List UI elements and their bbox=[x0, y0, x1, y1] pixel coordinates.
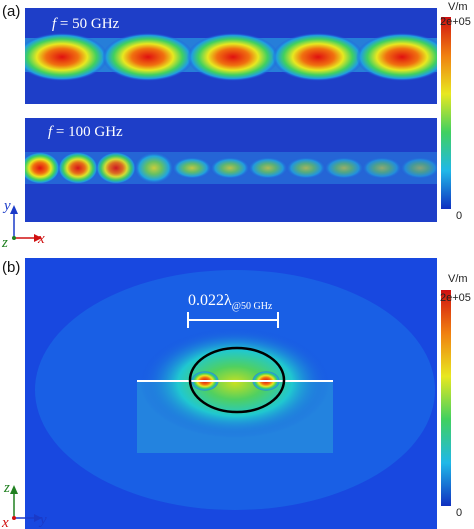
colorbar-unit: V/m bbox=[448, 1, 468, 13]
panel-label: (b) bbox=[2, 259, 20, 276]
colorbar-unit: V/m bbox=[448, 273, 468, 285]
text: y bbox=[2, 198, 11, 214]
axis-triad: y x z bbox=[1, 198, 45, 251]
text: z bbox=[1, 235, 8, 251]
colorbar-max: 2e+05 bbox=[440, 292, 471, 304]
text: x bbox=[37, 231, 45, 247]
field-plot-50 bbox=[25, 8, 437, 104]
frequency-label: f = 100 GHz bbox=[48, 124, 123, 140]
colorbar-min: 0 bbox=[456, 210, 462, 222]
colorbar-min: 0 bbox=[456, 507, 462, 519]
field-plot-b bbox=[25, 258, 437, 529]
text: f bbox=[48, 124, 54, 140]
text: x bbox=[1, 515, 9, 529]
panel-label: (a) bbox=[2, 3, 20, 20]
text: @50 GHz bbox=[232, 301, 273, 312]
text: = 100 GHz bbox=[56, 124, 123, 140]
text: f bbox=[52, 16, 58, 32]
text: z bbox=[3, 480, 10, 496]
text: 0.022λ bbox=[188, 292, 232, 309]
frequency-label: f = 50 GHz bbox=[52, 16, 120, 32]
text: = 50 GHz bbox=[60, 16, 120, 32]
colorbar bbox=[441, 17, 451, 209]
field-plot-100 bbox=[25, 118, 437, 222]
colorbar-max: 2e+05 bbox=[440, 16, 471, 28]
dimension-label: 0.022λ@50 GHz bbox=[188, 292, 273, 312]
text: y bbox=[38, 512, 47, 528]
axis-triad: z y x bbox=[1, 480, 47, 529]
colorbar bbox=[441, 290, 451, 506]
